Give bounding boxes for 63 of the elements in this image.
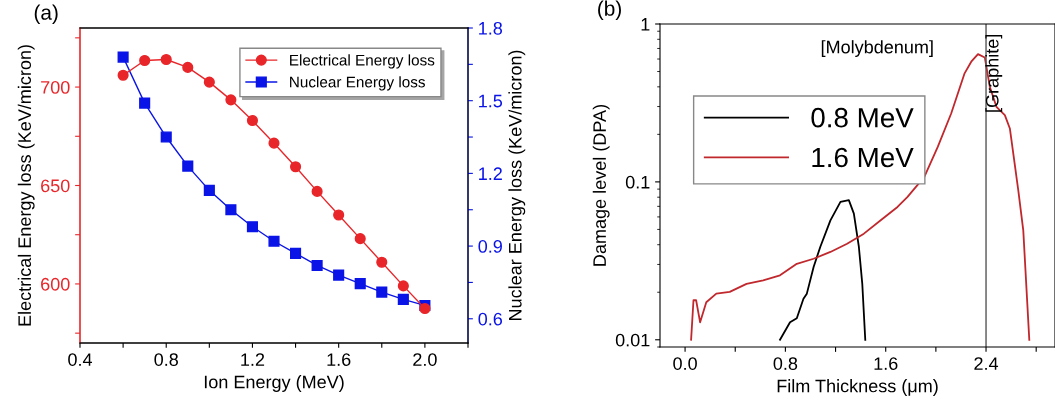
point — [139, 54, 151, 67]
point — [333, 269, 345, 281]
point — [419, 302, 431, 315]
x-axis-title: Film Thickness (μm) — [777, 379, 938, 396]
point — [311, 185, 323, 197]
point — [268, 235, 280, 247]
y2-tick-label: 0.9 — [478, 240, 502, 253]
point — [160, 53, 172, 66]
annotation: [Molybdenum] — [821, 40, 933, 57]
y-axis-title: Damage level (DPA) — [592, 105, 610, 266]
point — [225, 204, 237, 216]
x-tick-label: 0.8 — [154, 353, 178, 366]
y-tick-label: 0.01 — [615, 333, 650, 347]
point — [246, 221, 259, 233]
y-tick-label: 1 — [641, 18, 650, 31]
point — [246, 114, 259, 127]
point — [397, 293, 409, 305]
point — [160, 131, 172, 143]
point — [376, 256, 388, 268]
point — [397, 280, 409, 292]
point — [203, 76, 215, 88]
point — [268, 137, 280, 149]
point — [354, 278, 366, 290]
x-tick-label: 2.0 — [413, 353, 437, 366]
y-tick-label: 650 — [41, 179, 70, 193]
y-tick-label: 700 — [41, 81, 70, 94]
y2-tick-label: 1.2 — [479, 167, 502, 180]
point — [117, 69, 129, 81]
point — [376, 286, 388, 298]
y2-tick-label: 1.5 — [479, 94, 503, 108]
x-tick-label: 2.4 — [974, 357, 999, 370]
chart-title: (a) — [34, 4, 58, 24]
x-tick-label: 1.6 — [874, 357, 898, 370]
point — [139, 97, 151, 109]
annotation: [Graphite] — [985, 34, 1003, 112]
x-tick-label: 0.4 — [68, 353, 93, 366]
y2-tick-label: 0.6 — [478, 312, 503, 326]
chart-title: (b) — [598, 0, 621, 20]
x-tick-label: 1.2 — [241, 353, 265, 366]
point — [289, 247, 302, 259]
point — [182, 61, 194, 73]
legend-label: Electrical Energy loss — [290, 54, 435, 69]
point — [354, 233, 366, 245]
point — [182, 160, 194, 172]
point — [117, 51, 129, 63]
y-tick-label: 0.1 — [625, 175, 650, 189]
point — [225, 94, 237, 106]
line-series — [779, 199, 867, 341]
y2-tick-label: 1.8 — [479, 21, 503, 35]
y-tick-label: 600 — [41, 277, 70, 291]
point — [203, 184, 215, 196]
x-tick-label: 1.6 — [327, 353, 351, 366]
point — [289, 161, 302, 173]
legend-label: Nuclear Energy loss — [290, 76, 425, 91]
legend-label: 1.6 MeV — [812, 147, 914, 168]
y-axis-title: Electrical Energy loss (KeV/micron) — [17, 45, 35, 326]
x-tick-label: 0.0 — [673, 357, 697, 370]
point — [311, 259, 323, 272]
point — [333, 209, 345, 221]
y2-axis-title: Nuclear Energy loss (KeV/micron) — [508, 50, 526, 320]
legend-label: 0.8 MeV — [811, 107, 914, 128]
x-tick-label: 0.8 — [773, 357, 798, 370]
x-axis-title: Ion Energy (MeV) — [204, 375, 344, 392]
